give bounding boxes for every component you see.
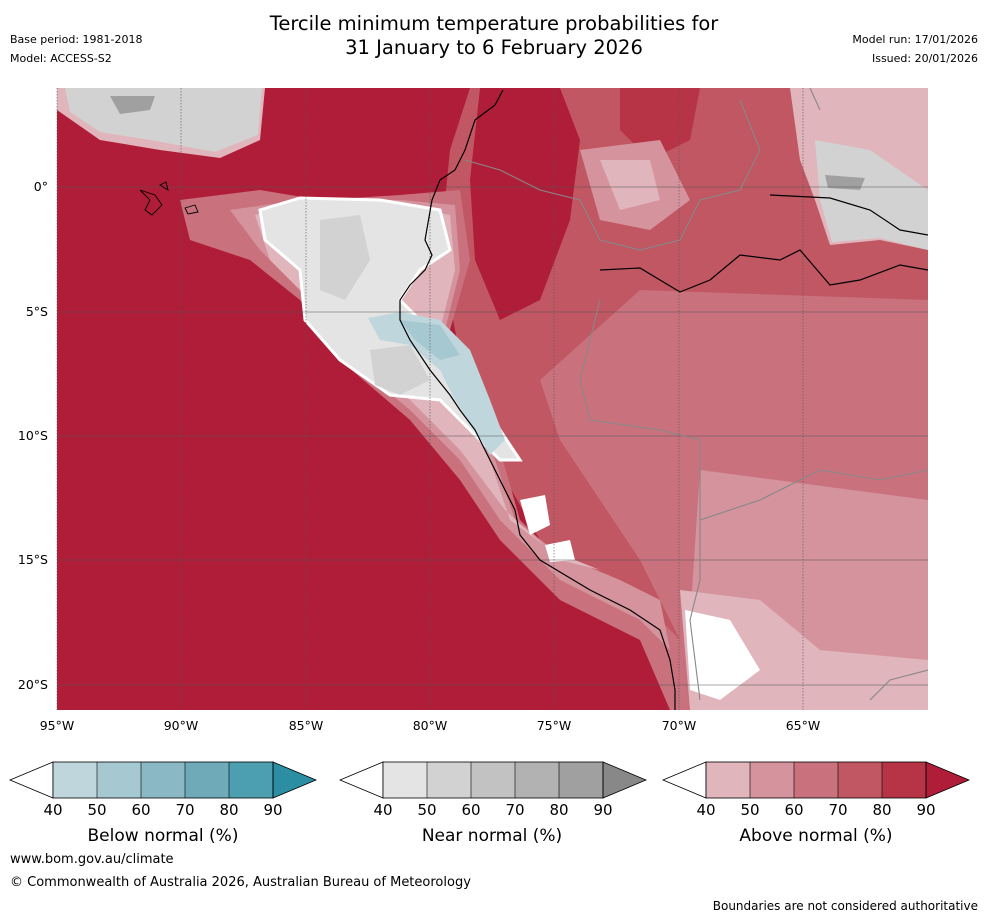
colorbar-below-bin-50 [97, 762, 141, 798]
colorbar-tick: 60 [784, 801, 804, 819]
disclaimer-text: Boundaries are not considered authoritat… [712, 899, 978, 913]
colorbar-below-bin-40 [53, 762, 97, 798]
lon-tick: 65°W [785, 718, 821, 733]
lon-tick: 75°W [536, 718, 572, 733]
title-line-2: 31 January to 6 February 2026 [345, 36, 643, 59]
colorbar-near-bin-80 [559, 762, 603, 798]
colorbar-label-above: Above normal (%) [739, 826, 893, 846]
map-fill-layer [57, 88, 928, 710]
colorbar-tick: 90 [263, 801, 283, 819]
coastlines [139, 88, 928, 710]
colorbar-near-over-arrow [602, 761, 648, 799]
colorbar-tick: 80 [219, 801, 239, 819]
lon-tick: 70°W [661, 718, 697, 733]
lat-tick: 10°S [17, 428, 48, 443]
colorbar-above-bin-50 [750, 762, 794, 798]
colorbar-tick: 40 [373, 801, 393, 819]
colorbar-above-bin-40 [706, 762, 750, 798]
lon-tick: 80°W [412, 718, 448, 733]
copyright-text: © Commonwealth of Australia 2026, Austra… [10, 875, 471, 890]
colorbar-near-under-arrow [338, 761, 384, 799]
colorbar-below-normal [8, 761, 318, 799]
colorbar-tick: 50 [87, 801, 107, 819]
lon-tick: 95°W [39, 718, 75, 733]
colorbar-below-bin-70 [185, 762, 229, 798]
lat-tick: 20°S [17, 677, 48, 692]
colorbar-tick: 90 [916, 801, 936, 819]
colorbar-tick: 60 [131, 801, 151, 819]
colorbar-above-bin-70 [838, 762, 882, 798]
colorbar-tick: 50 [740, 801, 760, 819]
colorbar-near-normal [338, 761, 648, 799]
colorbar-tick: 40 [43, 801, 63, 819]
colorbar-below-bin-80 [229, 762, 273, 798]
colorbar-below-bin-60 [141, 762, 185, 798]
lon-tick: 85°W [288, 718, 324, 733]
colorbar-near-bin-60 [471, 762, 515, 798]
colorbar-near-bin-50 [427, 762, 471, 798]
colorbar-tick: 70 [175, 801, 195, 819]
colorbar-above-under-arrow [661, 761, 707, 799]
lon-tick: 90°W [163, 718, 199, 733]
lat-tick: 0° [33, 179, 48, 194]
colorbar-below-under-arrow [8, 761, 54, 799]
colorbar-tick: 70 [828, 801, 848, 819]
page-title: Tercile minimum temperature probabilitie… [0, 12, 988, 60]
colorbar-above-bin-60 [794, 762, 838, 798]
issued-date: Issued: 20/01/2026 [871, 52, 978, 65]
colorbar-tick: 70 [505, 801, 525, 819]
colorbar-tick: 80 [872, 801, 892, 819]
colorbar-tick: 50 [417, 801, 437, 819]
colorbar-tick: 40 [696, 801, 716, 819]
colorbar-above-bin-80 [882, 762, 926, 798]
title-line-1: Tercile minimum temperature probabilitie… [269, 12, 719, 35]
colorbar-label-near: Near normal (%) [421, 826, 563, 846]
colorbar-near-bin-40 [383, 762, 427, 798]
model-run: Model run: 17/01/2026 [852, 33, 978, 46]
website-link[interactable]: www.bom.gov.au/climate [10, 852, 174, 867]
colorbar-above-normal [661, 761, 971, 799]
colorbar-below-over-arrow [272, 761, 318, 799]
colorbar-near-bin-70 [515, 762, 559, 798]
colorbar-above-over-arrow [925, 761, 971, 799]
colorbar-tick: 60 [461, 801, 481, 819]
map-gridlines [56, 88, 928, 710]
colorbar-label-below: Below normal (%) [87, 826, 239, 846]
model-name: Model: ACCESS-S2 [10, 52, 112, 65]
lat-tick: 15°S [17, 552, 48, 567]
lat-tick: 5°S [25, 304, 48, 319]
colorbar-tick: 90 [593, 801, 613, 819]
base-period: Base period: 1981-2018 [10, 33, 143, 46]
colorbar-tick: 80 [549, 801, 569, 819]
